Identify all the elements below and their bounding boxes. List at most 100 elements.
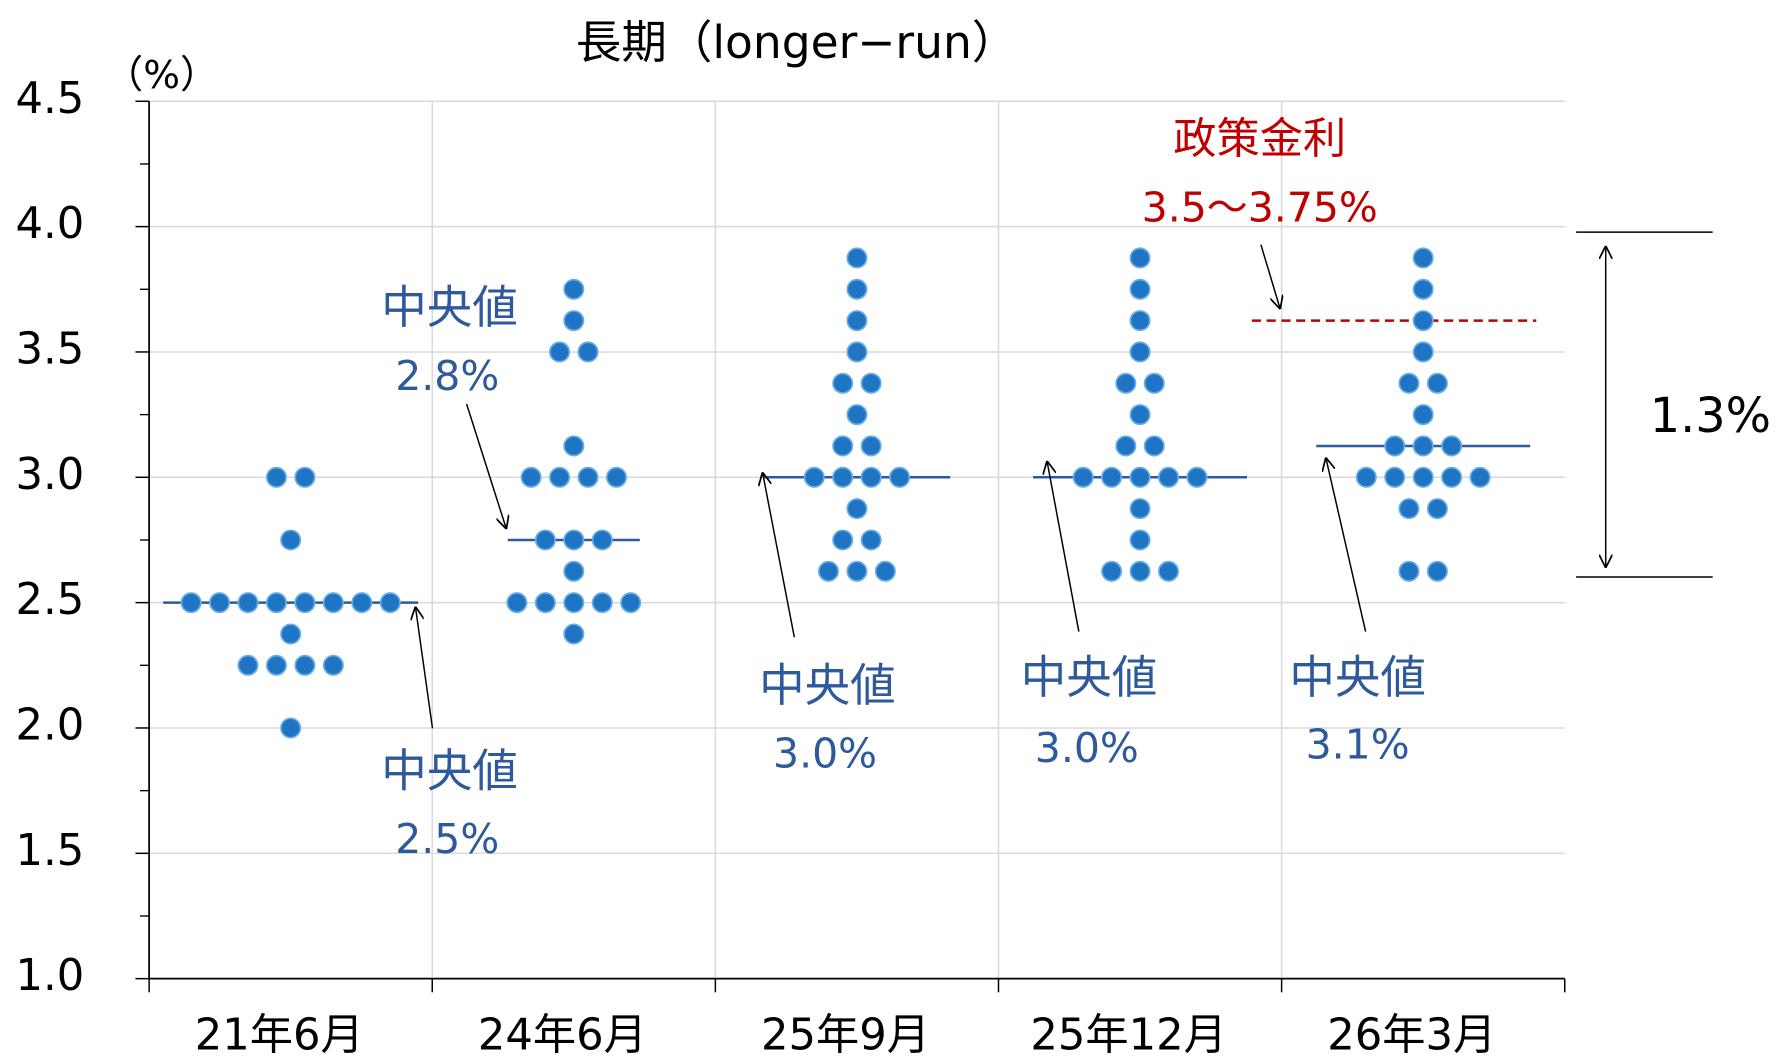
dot: [265, 466, 287, 488]
dot: [322, 654, 344, 676]
dot: [1143, 435, 1165, 457]
dot: [605, 466, 628, 488]
policy-rate-label: 政策金利: [1173, 115, 1346, 165]
dot: [563, 592, 585, 614]
median-value-label: 2.5%: [395, 815, 499, 863]
dot: [1412, 247, 1434, 269]
dot: [1384, 466, 1406, 488]
annotation-arrow: [465, 403, 507, 529]
dot: [1412, 341, 1434, 363]
dot: [832, 466, 854, 488]
dot: [846, 278, 868, 300]
dot: [860, 466, 882, 488]
dot: [1441, 466, 1463, 488]
dot: [209, 592, 231, 614]
median-value-label: 3.0%: [773, 730, 877, 778]
median-label: 中央値: [1021, 651, 1158, 704]
dot: [1129, 466, 1151, 488]
y-axis-label: （%）: [105, 53, 219, 98]
dot: [817, 560, 840, 582]
dot: [1469, 466, 1491, 488]
dot: [563, 623, 585, 645]
dot: [1101, 560, 1123, 582]
dot: [549, 466, 571, 488]
dot: [1157, 466, 1180, 488]
dot: [1157, 560, 1180, 582]
dot: [1129, 341, 1151, 363]
dot: [860, 435, 882, 457]
dot: [1129, 529, 1151, 551]
y-tick-label: 1.5: [15, 826, 84, 876]
dot: [1129, 404, 1151, 426]
dot: [237, 592, 259, 614]
dot: [280, 623, 302, 645]
median-value-label: 3.1%: [1306, 721, 1410, 769]
dot: [1426, 560, 1448, 582]
policy-rate-range: 3.5～3.75%: [1142, 184, 1378, 232]
dot: [620, 592, 642, 614]
dot: [1129, 310, 1151, 332]
dot: [1101, 466, 1123, 488]
x-tick-label: 25年12月: [1030, 1010, 1227, 1060]
dot: [1129, 247, 1151, 269]
dot: [1115, 435, 1137, 457]
dot: [294, 592, 316, 614]
dot: [1129, 498, 1151, 520]
y-tick-label: 4.0: [15, 199, 84, 249]
x-tick-label: 25年9月: [761, 1010, 930, 1060]
y-tick-label: 2.0: [15, 700, 84, 750]
annotation-arrow: [1260, 244, 1280, 310]
range-annotation: 1.3%: [1650, 389, 1771, 444]
annotation-arrow: [1047, 461, 1080, 632]
dot: [1129, 278, 1151, 300]
dot: [563, 310, 585, 332]
dot: [351, 592, 373, 614]
dot: [846, 404, 868, 426]
dot: [1186, 466, 1208, 488]
dot: [1384, 435, 1406, 457]
dot: [846, 560, 868, 582]
annotation-arrow: [415, 607, 434, 729]
dot: [1441, 435, 1463, 457]
dot: [563, 435, 585, 457]
median-label: 中央値: [1289, 651, 1426, 704]
y-tick-label: 3.5: [15, 324, 84, 374]
median-label: 中央値: [759, 659, 896, 712]
annotation-arrow: [762, 472, 796, 638]
dot: [577, 466, 599, 488]
dot: [1412, 435, 1434, 457]
range-bracket: [1576, 231, 1713, 578]
x-tick-label: 24年6月: [478, 1010, 647, 1060]
dot: [1355, 466, 1377, 488]
dot: [1398, 372, 1420, 394]
dot: [563, 278, 585, 300]
median-value-label: 3.0%: [1035, 724, 1139, 772]
dot: [577, 341, 599, 363]
dot: [591, 592, 613, 614]
dot: [237, 654, 259, 676]
dot: [832, 435, 854, 457]
dot: [1412, 278, 1434, 300]
dot: [860, 372, 882, 394]
median-label: 中央値: [381, 281, 518, 334]
dot: [294, 466, 316, 488]
annotation-arrow: [1326, 457, 1367, 632]
dot: [534, 592, 556, 614]
dot: [1398, 498, 1420, 520]
dot: [506, 592, 528, 614]
dot: [1412, 404, 1434, 426]
dot: [1115, 372, 1137, 394]
dot: [1143, 372, 1165, 394]
dot: [803, 466, 825, 488]
dot: [563, 560, 585, 582]
dot: [280, 529, 302, 551]
dot: [846, 498, 868, 520]
y-tick-label: 1.0: [15, 951, 84, 1001]
dot: [1426, 372, 1448, 394]
dot: [874, 560, 896, 582]
dot: [832, 372, 854, 394]
dot: [520, 466, 542, 488]
dot: [846, 341, 868, 363]
dot: [534, 529, 556, 551]
dot: [265, 654, 287, 676]
